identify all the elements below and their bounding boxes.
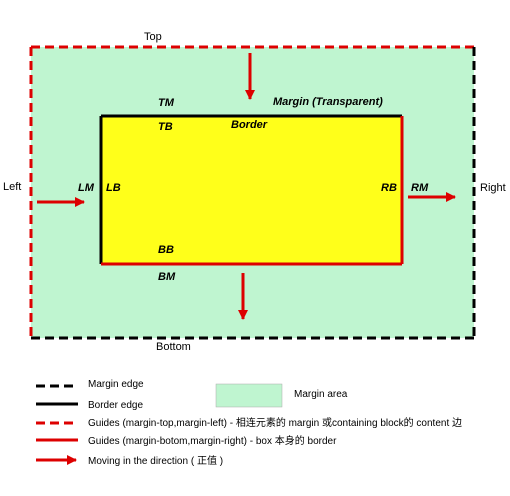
- label-lb: LB: [106, 182, 121, 194]
- label-bm: BM: [158, 271, 176, 283]
- label-rm: RM: [411, 182, 429, 194]
- border-box: [101, 116, 402, 264]
- label-rb: RB: [381, 182, 397, 194]
- label-margin-transparent: Margin (Transparent): [273, 96, 383, 108]
- legend-border-edge-label: Border edge: [88, 400, 143, 411]
- label-bottom: Bottom: [156, 341, 191, 353]
- label-tb: TB: [158, 121, 173, 133]
- label-tm: TM: [158, 97, 175, 109]
- legend-margin-area-swatch: [215, 383, 283, 408]
- legend-margin-area-label: Margin area: [294, 389, 348, 400]
- legend-margin-edge-label: Margin edge: [88, 379, 144, 390]
- label-border: Border: [231, 119, 268, 131]
- label-lm: LM: [78, 182, 95, 194]
- legend-guides-top-left-label: Guides (margin-top,margin-left) - 相连元素的 …: [88, 416, 462, 429]
- legend-moving-label: Moving in the direction ( 正值 ): [88, 454, 223, 467]
- label-left: Left: [3, 181, 21, 193]
- label-top: Top: [144, 31, 162, 43]
- label-bb: BB: [158, 244, 174, 256]
- label-right: Right: [480, 182, 506, 194]
- legend-guides-bottom-right-label: Guides (margin-botom,margin-right) - box…: [88, 434, 337, 447]
